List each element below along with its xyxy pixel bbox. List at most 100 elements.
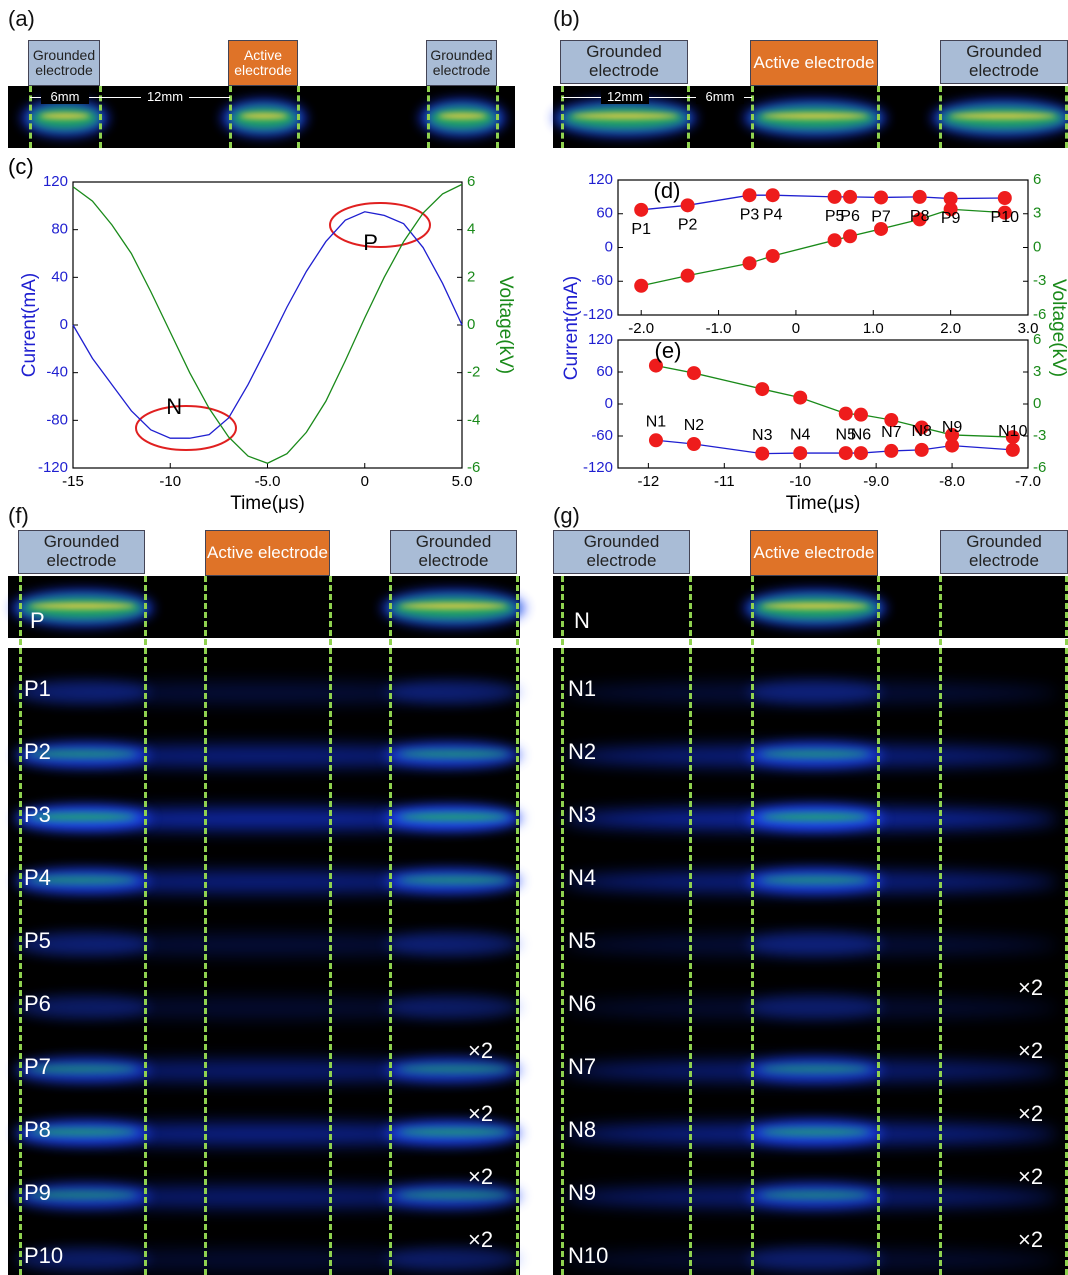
electrode-box: Active electrode [750, 40, 878, 86]
plasma-glow [762, 603, 868, 609]
point-label: N9 [942, 419, 963, 436]
x-tick-label: 5.0 [452, 473, 473, 490]
y-tick-label: 80 [51, 221, 68, 238]
plasma-glow [950, 113, 1056, 119]
data-point [838, 406, 853, 421]
plasma-glow [385, 680, 522, 704]
data-point [997, 205, 1012, 220]
y2-tick-label: -6 [1033, 459, 1046, 476]
row-label: P7 [24, 1054, 51, 1079]
y2-tick-label: -3 [1033, 427, 1046, 444]
dimension-label: 6mm [696, 89, 744, 104]
data-point [884, 413, 899, 427]
plasma-glow [28, 813, 137, 821]
row-label: P3 [24, 802, 51, 827]
x-tick-label: -10 [159, 473, 181, 490]
x-tick-label: 3.0 [1018, 320, 1039, 337]
data-point [755, 446, 770, 461]
point-label: N3 [752, 427, 773, 444]
gain-label: ×2 [468, 1227, 494, 1252]
data-point [742, 188, 757, 203]
point-label: N1 [646, 413, 667, 430]
data-point [686, 366, 701, 381]
y-tick-label: -60 [591, 427, 613, 444]
x-tick-label: -15 [62, 473, 84, 490]
electrode-edge [1065, 86, 1068, 148]
plasma-glow [28, 876, 137, 884]
data-point [838, 446, 853, 461]
series-line [655, 364, 1013, 438]
dimension-label: 6mm [41, 89, 89, 104]
electrode-edge [329, 576, 332, 1275]
y2-tick-label: 0 [1033, 395, 1041, 412]
electrode-edge [561, 576, 564, 1275]
electrode-box: Grounded electrode [553, 530, 690, 574]
data-point [874, 221, 889, 236]
electrode-edge [939, 576, 942, 1275]
plasma-glow [40, 113, 90, 119]
row-label: N1 [568, 676, 597, 701]
y2-tick-label: 6 [1033, 171, 1041, 188]
electrode-edge [229, 86, 232, 148]
row-label: P10 [24, 1243, 64, 1268]
series-line [641, 208, 1005, 287]
point-label: N5 [836, 426, 857, 443]
y-axis-label: Current(mA) [19, 273, 40, 378]
y-tick-label: 40 [51, 268, 68, 285]
gain-label: ×2 [1018, 1227, 1044, 1252]
y2-tick-label: 6 [1033, 331, 1041, 348]
row-label: P4 [24, 865, 51, 890]
plasma-glow [760, 750, 870, 758]
plasma-glow [18, 997, 510, 1019]
row-label: N10 [568, 1243, 609, 1268]
plasma-glow [563, 997, 1058, 1019]
row-label: P9 [24, 1180, 51, 1205]
x-tick-label: -8.0 [939, 473, 965, 490]
data-point [755, 382, 770, 397]
data-point [884, 443, 899, 458]
panel-label: (c) [8, 154, 34, 179]
x-tick-label: -2.0 [628, 320, 654, 337]
y2-tick-label: -6 [1033, 306, 1046, 323]
electrode-box: Grounded electrode [426, 40, 497, 86]
data-point [634, 202, 649, 217]
x-tick-label: -7.0 [1015, 473, 1041, 490]
electrode-edge [29, 86, 32, 148]
data-point [945, 427, 960, 442]
point-label: N4 [790, 426, 811, 443]
data-point [997, 191, 1012, 205]
electrode-box: Active electrode [205, 530, 330, 576]
electrode-edge [751, 576, 754, 1275]
point-label: P9 [941, 210, 961, 227]
electrode-edge [877, 576, 880, 1275]
y2-tick-label: -6 [467, 459, 480, 476]
plasma-glow [572, 113, 678, 119]
plasma-glow [385, 1247, 522, 1271]
row-label: P2 [24, 739, 51, 764]
annotation: P [363, 230, 378, 255]
electrode-edge [99, 86, 102, 148]
plasma-glow [563, 934, 1058, 956]
plasma-glow [15, 995, 150, 1019]
electrode-edge [751, 86, 754, 148]
gain-label: ×2 [1018, 975, 1044, 1000]
x-tick-label: -11 [714, 473, 735, 490]
electrode-edge [427, 86, 430, 148]
electrode-edge [689, 576, 692, 1275]
plot-frame [72, 181, 463, 469]
point-label: N7 [881, 424, 902, 441]
y-tick-label: 120 [588, 171, 613, 188]
electrode-box: Grounded electrode [28, 40, 100, 86]
plasma-glow [398, 1065, 509, 1073]
y-axis-label: Current(mA) [561, 276, 582, 381]
data-point [765, 248, 780, 263]
plasma-glow [760, 876, 870, 884]
row-label: P5 [24, 928, 51, 953]
y2-tick-label: -3 [1033, 272, 1046, 289]
electrode-box: Grounded electrode [560, 40, 688, 84]
x-tick-label: 2.0 [940, 320, 961, 337]
plasma-glow [398, 750, 509, 758]
electrode-box: Active electrode [750, 530, 878, 576]
reference-label: N [574, 608, 590, 633]
data-point [853, 407, 868, 422]
